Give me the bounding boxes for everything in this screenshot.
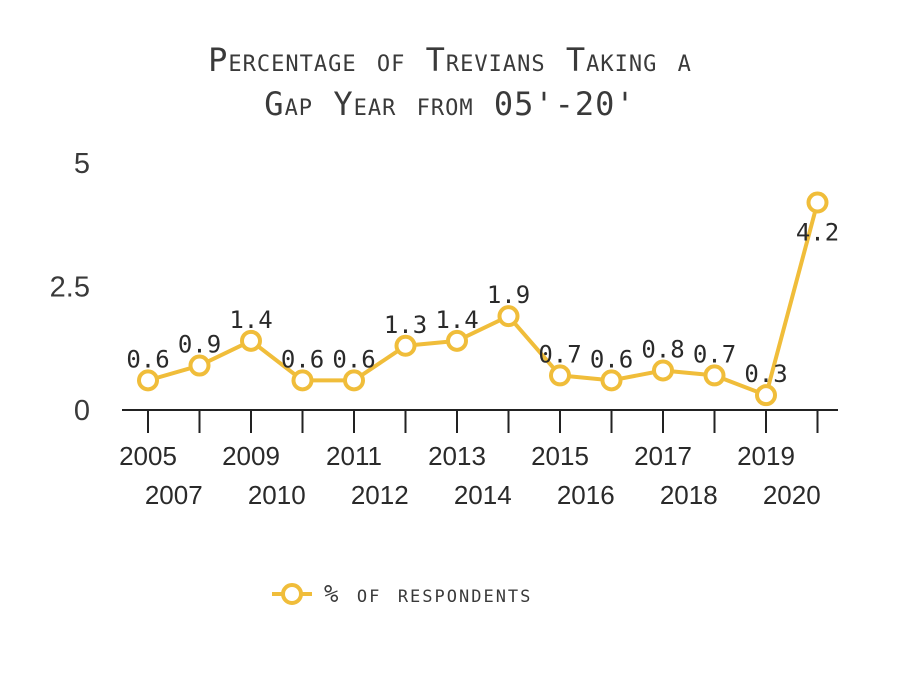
data-point [188,354,211,377]
data-label: 0.9 [178,331,221,359]
legend-label: % of respondents [324,580,533,608]
x-tick-label: 2010 [248,480,306,510]
data-label: 0.7 [693,340,736,368]
data-point [755,384,777,407]
data-label: 0.6 [332,345,375,373]
y-tick-label: 2.5 [50,272,90,304]
x-tick-label: 2011 [326,441,382,471]
y-tick-label: 0 [74,395,90,427]
data-point [343,369,365,392]
data-label: 1.3 [384,311,427,339]
data-label: 0.3 [744,360,787,388]
x-tick-label: 2017 [634,441,692,471]
x-tick-label: 2007 [145,480,203,510]
chart-title-line-2: Gap Year from 05'-20' [264,85,636,123]
data-point [291,369,314,392]
data-label: 4.2 [796,219,839,247]
data-point [549,364,571,387]
data-label: 1.4 [229,306,272,334]
data-point [240,329,262,352]
x-tick-label: 2018 [660,480,718,510]
data-point [600,369,623,392]
data-label: 0.6 [126,345,169,373]
x-tick-label: 2016 [557,480,615,510]
data-label: 0.8 [641,335,684,363]
data-point [497,305,520,328]
chart-title-line-1: Percentage of Trevians Taking a [208,41,692,79]
x-tick-label: 2009 [222,441,280,471]
chart-title: Percentage of Trevians Taking a Gap Year… [0,38,900,126]
x-tick-label: 2014 [454,480,512,510]
data-point [652,359,674,382]
legend-marker-icon [272,583,312,605]
x-tick-label: 2012 [351,480,409,510]
data-label: 0.6 [590,345,633,373]
x-tick-label: 2013 [428,441,486,471]
data-label: 1.4 [435,306,478,334]
x-tick-label: 2005 [119,441,177,471]
data-point [394,334,417,357]
data-point [137,369,159,392]
data-label: 0.7 [538,340,581,368]
data-point [446,329,468,352]
legend: % of respondents [270,576,532,612]
data-label: 0.6 [281,345,324,373]
data-point [806,191,829,214]
x-tick-label: 2019 [737,441,795,471]
y-tick-label: 5 [74,148,90,180]
data-point [703,364,726,387]
data-label: 1.9 [487,281,530,309]
x-tick-label: 2015 [531,441,589,471]
x-tick-label: 2020 [763,480,821,510]
